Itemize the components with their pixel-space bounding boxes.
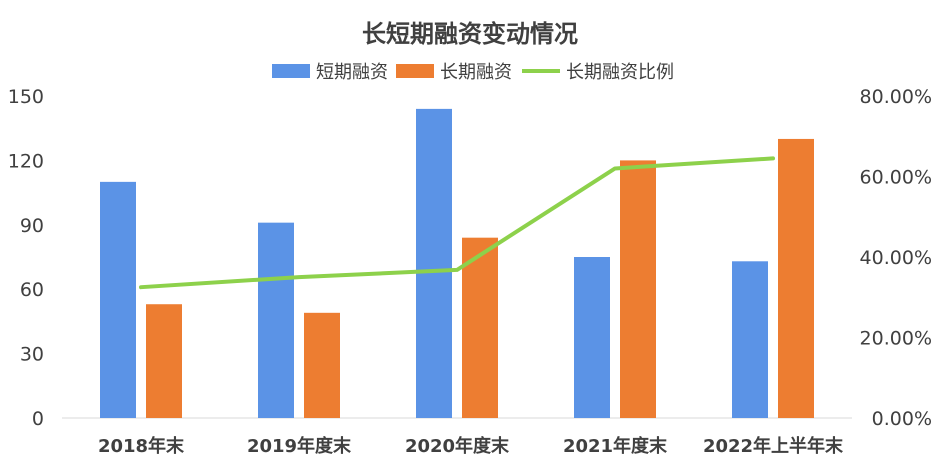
legend-swatch bbox=[272, 64, 310, 78]
bar-short-term bbox=[100, 182, 136, 418]
legend-label: 短期融资 bbox=[316, 62, 388, 83]
legend-label: 长期融资比例 bbox=[566, 62, 674, 83]
chart-title: 长短期融资变动情况 bbox=[362, 20, 578, 48]
legend-label: 长期融资 bbox=[440, 62, 512, 83]
bar-short-term bbox=[732, 261, 768, 418]
bar-short-term bbox=[574, 257, 610, 418]
line-series-long-term-ratio bbox=[141, 158, 773, 287]
bar-long-term bbox=[304, 313, 340, 418]
y-left-tick-label: 30 bbox=[20, 344, 44, 366]
y-right-tick-label: 40.00% bbox=[860, 247, 932, 269]
x-tick-label: 2019年度末 bbox=[247, 435, 352, 457]
lines bbox=[141, 158, 773, 287]
bars bbox=[100, 109, 814, 418]
bar-short-term bbox=[416, 109, 452, 418]
y-left-tick-label: 0 bbox=[32, 408, 44, 430]
y-right-tick-label: 60.00% bbox=[860, 167, 932, 189]
y-left-tick-label: 150 bbox=[8, 86, 44, 108]
bar-short-term bbox=[258, 223, 294, 418]
bar-long-term bbox=[146, 304, 182, 418]
x-tick-label: 2018年末 bbox=[98, 435, 185, 457]
y-left-tick-label: 60 bbox=[20, 279, 44, 301]
bar-long-term bbox=[778, 139, 814, 418]
y-left-tick-label: 120 bbox=[8, 150, 44, 172]
y-left-tick-label: 90 bbox=[20, 215, 44, 237]
y-right-tick-label: 80.00% bbox=[860, 86, 932, 108]
x-tick-label: 2021年度末 bbox=[563, 435, 668, 457]
bar-long-term bbox=[620, 160, 656, 418]
legend-swatch bbox=[396, 64, 434, 78]
legend: 短期融资 长期融资 长期融资比例 bbox=[272, 62, 674, 83]
y-right-tick-label: 0.00% bbox=[872, 408, 932, 430]
y-right-tick-label: 20.00% bbox=[860, 328, 932, 350]
x-tick-label: 2020年度末 bbox=[405, 435, 510, 457]
x-tick-label: 2022年上半年末 bbox=[703, 435, 844, 457]
